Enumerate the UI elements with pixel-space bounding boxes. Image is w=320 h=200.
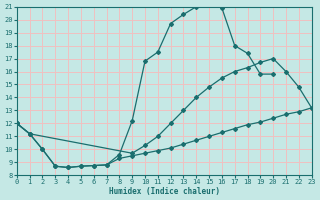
- X-axis label: Humidex (Indice chaleur): Humidex (Indice chaleur): [109, 187, 220, 196]
